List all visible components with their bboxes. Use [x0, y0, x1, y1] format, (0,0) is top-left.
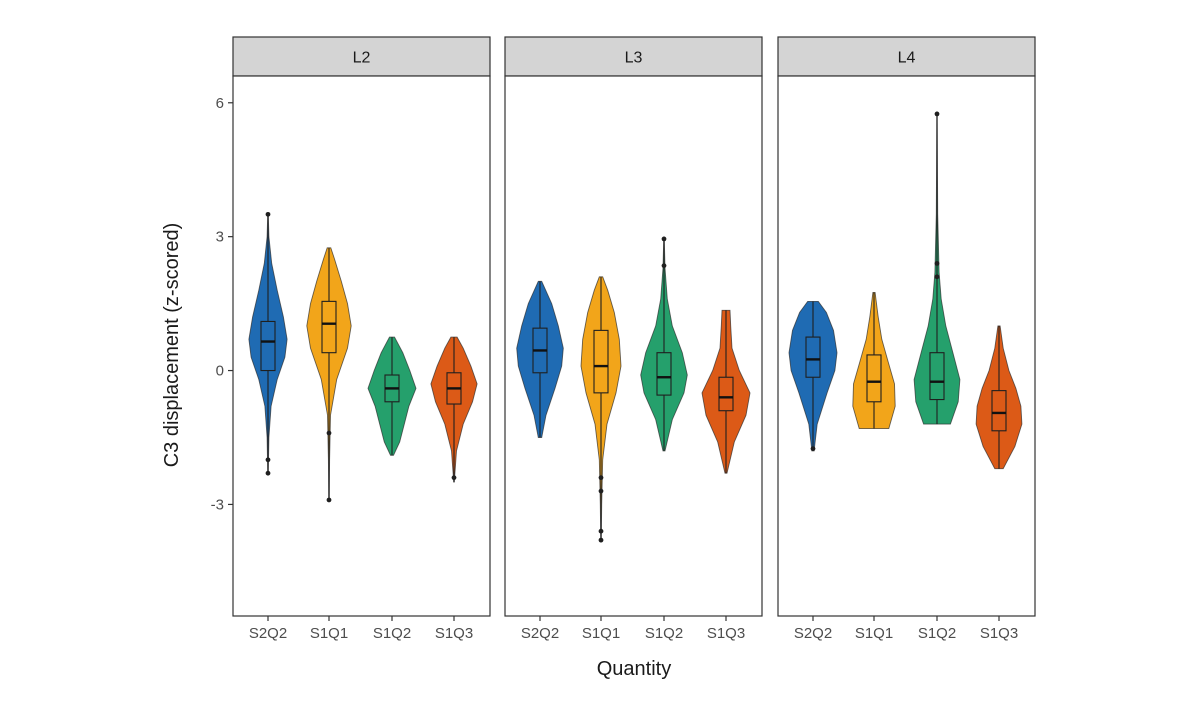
y-tick-label: 6: [216, 95, 224, 112]
x-tick-label: S2Q2: [794, 625, 832, 642]
facet-strip-label: L4: [898, 50, 916, 67]
iqr-box: [929, 352, 945, 401]
x-tick-label: S1Q2: [373, 625, 411, 642]
outlier-point: [265, 470, 271, 476]
outlier-point: [598, 537, 604, 543]
x-tick-label: S1Q3: [435, 625, 473, 642]
facet-panels: L2 S2Q2 S1Q1 S1Q2 S1Q3 L3 S2Q2 S1Q1 S1Q2 S1Q3 L4 S2…: [232, 36, 1036, 642]
facet-panel-l2: L2 S2Q2 S1Q1 S1Q2 S1Q3: [232, 36, 491, 642]
y-tick-label: 3: [216, 229, 224, 246]
iqr-box: [866, 354, 882, 403]
outlier-point: [661, 263, 667, 269]
y-axis-title: C3 displacement (z-scored): [161, 223, 183, 468]
y-tick-label: -3: [211, 496, 224, 513]
x-tick-label: S1Q3: [980, 625, 1018, 642]
outlier-point: [451, 475, 457, 481]
iqr-box: [593, 329, 609, 394]
x-tick-label: S1Q2: [918, 625, 956, 642]
x-tick-label: S1Q2: [645, 625, 683, 642]
outlier-point: [598, 528, 604, 534]
facet-strip-label: L2: [353, 50, 371, 67]
iqr-box: [718, 376, 734, 412]
facet-strip: [504, 36, 763, 77]
x-tick-label: S1Q3: [707, 625, 745, 642]
outlier-point: [326, 430, 332, 436]
iqr-box: [991, 390, 1007, 432]
outlier-point: [326, 497, 332, 503]
iqr-box: [260, 320, 276, 372]
x-tick-label: S1Q1: [582, 625, 620, 642]
facet-strip-label: L3: [625, 50, 643, 67]
x-tick-label: S2Q2: [249, 625, 287, 642]
iqr-box: [805, 336, 821, 378]
facet-panel-l3: L3 S2Q2 S1Q1 S1Q2 S1Q3: [504, 36, 763, 642]
outlier-point: [934, 274, 940, 280]
y-axis: -3 0 3 6: [211, 95, 233, 513]
outlier-point: [934, 111, 940, 117]
outlier-point: [661, 236, 667, 242]
outlier-point: [810, 446, 816, 452]
outlier-point: [598, 475, 604, 481]
outlier-point: [598, 488, 604, 494]
iqr-box: [321, 300, 337, 354]
outlier-point: [265, 457, 271, 463]
x-tick-label: S1Q1: [855, 625, 893, 642]
y-tick-label: 0: [216, 363, 224, 380]
x-axis-title: Quantity: [597, 658, 671, 680]
facet-panel-l4: L4 S2Q2 S1Q1 S1Q2 S1Q3: [777, 36, 1036, 642]
outlier-point: [934, 261, 940, 266]
x-tick-label: S2Q2: [521, 625, 559, 642]
facet-strip: [777, 36, 1036, 77]
facet-strip: [232, 36, 491, 77]
x-tick-label: S1Q1: [310, 625, 348, 642]
iqr-box: [656, 352, 672, 396]
outlier-point: [265, 211, 271, 217]
